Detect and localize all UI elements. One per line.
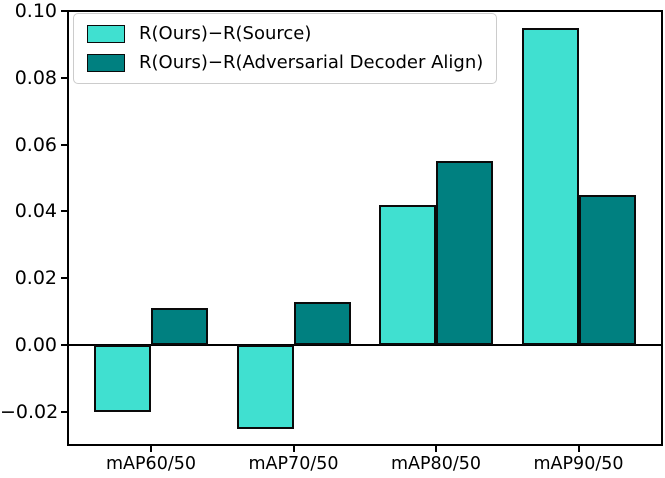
y-axis-tick-label: 0.10: [14, 0, 57, 22]
axis-spine-bottom: [67, 444, 663, 446]
axis-spine-left: [67, 10, 69, 446]
bar-mAP80/50-series1: [436, 161, 493, 346]
legend: R(Ours)−R(Source) R(Ours)−R(Adversarial …: [73, 13, 497, 84]
y-axis-tick: [61, 143, 67, 146]
axis-spine-right: [661, 10, 663, 446]
x-axis-tick-label: mAP60/50: [105, 454, 196, 474]
bar-mAP60/50-series1: [151, 308, 208, 346]
y-axis-tick-label: 0.00: [14, 334, 57, 357]
y-axis-tick: [61, 410, 67, 413]
y-axis-tick: [61, 10, 67, 12]
x-axis-tick: [150, 446, 152, 452]
y-axis-tick-label: 0.06: [14, 133, 57, 156]
bar-mAP90/50-series1: [578, 194, 636, 346]
bar-mAP70/50-series0: [236, 345, 294, 429]
bar-mAP90/50-series0: [521, 27, 579, 346]
legend-label-ours-minus-adversarial: R(Ours)−R(Adversarial Decoder Align): [139, 52, 484, 73]
x-axis-tick: [435, 446, 437, 452]
bar-mAP70/50-series1: [293, 301, 351, 346]
axis-spine-top: [67, 10, 663, 12]
y-axis-tick-label: 0.08: [14, 66, 57, 89]
y-axis-tick: [61, 76, 67, 79]
legend-label-ours-minus-source: R(Ours)−R(Source): [139, 23, 312, 44]
x-axis-tick: [577, 446, 580, 452]
y-axis-tick: [61, 277, 67, 280]
y-axis-tick: [61, 210, 67, 213]
legend-swatch-ours-minus-adversarial: [87, 54, 125, 72]
x-axis-tick-label: mAP90/50: [533, 454, 624, 474]
y-axis-tick: [61, 344, 67, 347]
bar-mAP60/50-series0: [94, 345, 151, 412]
x-axis-tick: [292, 446, 295, 452]
y-axis-tick-label: 0.04: [14, 200, 57, 223]
x-axis-tick-label: mAP80/50: [390, 454, 481, 474]
y-axis-tick-label: 0.02: [14, 267, 57, 290]
legend-entry-source: R(Ours)−R(Source): [87, 23, 484, 45]
zero-baseline: [67, 344, 661, 347]
y-axis-tick-label: −0.02: [0, 400, 59, 423]
x-axis-tick-label: mAP70/50: [248, 454, 339, 474]
legend-swatch-ours-minus-source: [87, 25, 125, 43]
bar-mAP80/50-series0: [379, 204, 436, 346]
legend-entry-adversarial: R(Ours)−R(Adversarial Decoder Align): [87, 52, 484, 74]
